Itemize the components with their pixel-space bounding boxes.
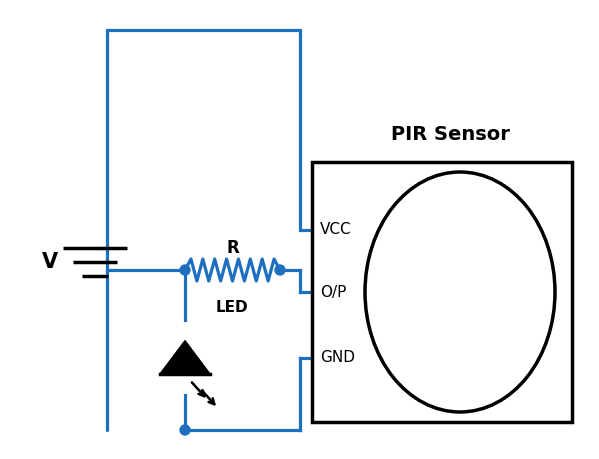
Text: GND: GND [320,351,355,365]
Circle shape [180,425,190,435]
Bar [312,162,572,422]
Text: V: V [42,252,58,272]
Text: R: R [226,239,239,257]
Circle shape [275,265,285,275]
Circle shape [180,265,190,275]
Text: PIR Sensor: PIR Sensor [391,125,509,145]
Text: O/P: O/P [320,285,346,300]
Text: LED: LED [215,300,248,315]
Ellipse shape [365,172,555,412]
Polygon shape [160,341,210,375]
Text: VCC: VCC [320,223,352,237]
